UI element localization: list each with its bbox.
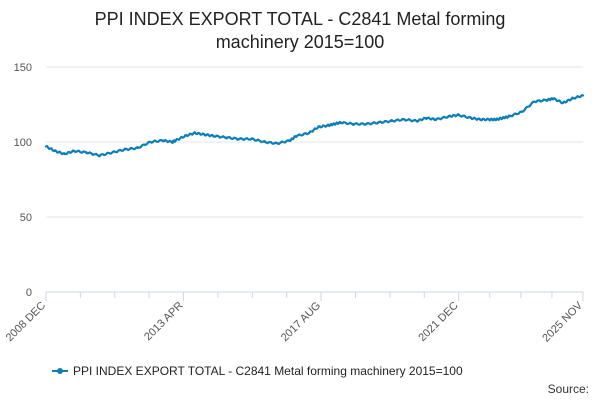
y-tick-label: 50 [20, 212, 32, 224]
data-point[interactable] [507, 115, 511, 118]
data-point[interactable] [53, 149, 57, 153]
gridlines [46, 66, 583, 218]
data-point[interactable] [63, 152, 66, 156]
data-point[interactable] [447, 115, 450, 118]
data-point[interactable] [193, 131, 196, 135]
data-point[interactable] [295, 134, 298, 138]
data-point[interactable] [225, 136, 228, 139]
chart-title-line-2: machinery 2015=100 [215, 32, 385, 52]
data-point[interactable] [44, 145, 48, 148]
data-point[interactable] [203, 133, 206, 136]
data-point[interactable] [174, 139, 177, 142]
data-point[interactable] [98, 154, 101, 157]
data-point[interactable] [364, 122, 368, 126]
data-point[interactable] [317, 125, 320, 129]
x-tick-label: 2013 APR [142, 300, 186, 344]
data-point[interactable] [149, 140, 152, 144]
legend-label: PPI INDEX EXPORT TOTAL - C2841 Metal for… [73, 364, 463, 378]
data-point[interactable] [561, 101, 565, 105]
y-tick-label: 150 [14, 62, 32, 74]
data-point[interactable] [425, 116, 428, 120]
x-axis: 2008 DEC 2013 APR 2017 AUG 2021 DEC 2025 NOV [4, 291, 586, 344]
data-point[interactable] [552, 97, 555, 100]
data-point[interactable] [520, 110, 523, 114]
data-point[interactable] [415, 119, 418, 123]
data-point[interactable] [288, 139, 291, 142]
data-point[interactable] [352, 122, 355, 126]
source-credit: Source: [547, 382, 589, 396]
data-point[interactable] [326, 124, 330, 127]
data-point[interactable] [212, 134, 215, 138]
data-point[interactable] [250, 137, 253, 141]
data-point[interactable] [495, 118, 498, 121]
y-tick-label: 100 [14, 137, 32, 149]
data-point[interactable] [161, 139, 165, 142]
data-point[interactable] [390, 119, 393, 123]
data-point[interactable] [469, 116, 472, 120]
data-point[interactable] [434, 118, 438, 121]
data-point[interactable] [571, 97, 574, 100]
data-point[interactable] [111, 151, 114, 154]
data-point[interactable] [123, 148, 126, 151]
data-point[interactable] [533, 100, 536, 103]
x-tick-label: 2021 DEC [416, 300, 460, 344]
data-point[interactable] [457, 113, 460, 117]
x-tick-label: 2025 NOV [540, 299, 585, 344]
data-point[interactable] [307, 131, 311, 135]
series-group [44, 94, 585, 158]
data-point[interactable] [377, 121, 380, 124]
chart-title: PPI INDEX EXPORT TOTAL - C2841 Metal for… [0, 8, 600, 54]
chart-title-line-1: PPI INDEX EXPORT TOTAL - C2841 Metal for… [94, 9, 506, 29]
data-point[interactable] [276, 142, 279, 145]
data-point[interactable] [339, 121, 342, 124]
data-point[interactable] [581, 94, 585, 97]
data-point[interactable] [479, 118, 482, 121]
data-point[interactable] [136, 146, 139, 150]
y-axis: 0 50 100 150 [14, 62, 32, 299]
data-point[interactable] [238, 137, 241, 141]
y-tick-label: 0 [26, 287, 32, 299]
legend-line-marker-icon [52, 368, 68, 374]
data-point[interactable] [171, 140, 174, 144]
data-point[interactable] [85, 151, 88, 154]
series-line-0[interactable] [45, 94, 584, 158]
x-tick-label: 2008 DEC [4, 300, 48, 344]
x-tick-label: 2017 AUG [279, 300, 323, 344]
data-point[interactable] [403, 118, 406, 121]
data-point[interactable] [545, 98, 549, 102]
data-point[interactable] [488, 118, 491, 121]
data-point[interactable] [184, 134, 187, 138]
data-point[interactable] [72, 149, 76, 153]
data-point[interactable] [263, 140, 266, 144]
data-point[interactable] [501, 116, 504, 120]
legend-item[interactable]: PPI INDEX EXPORT TOTAL - C2841 Metal for… [52, 364, 463, 378]
data-point[interactable] [333, 122, 336, 126]
